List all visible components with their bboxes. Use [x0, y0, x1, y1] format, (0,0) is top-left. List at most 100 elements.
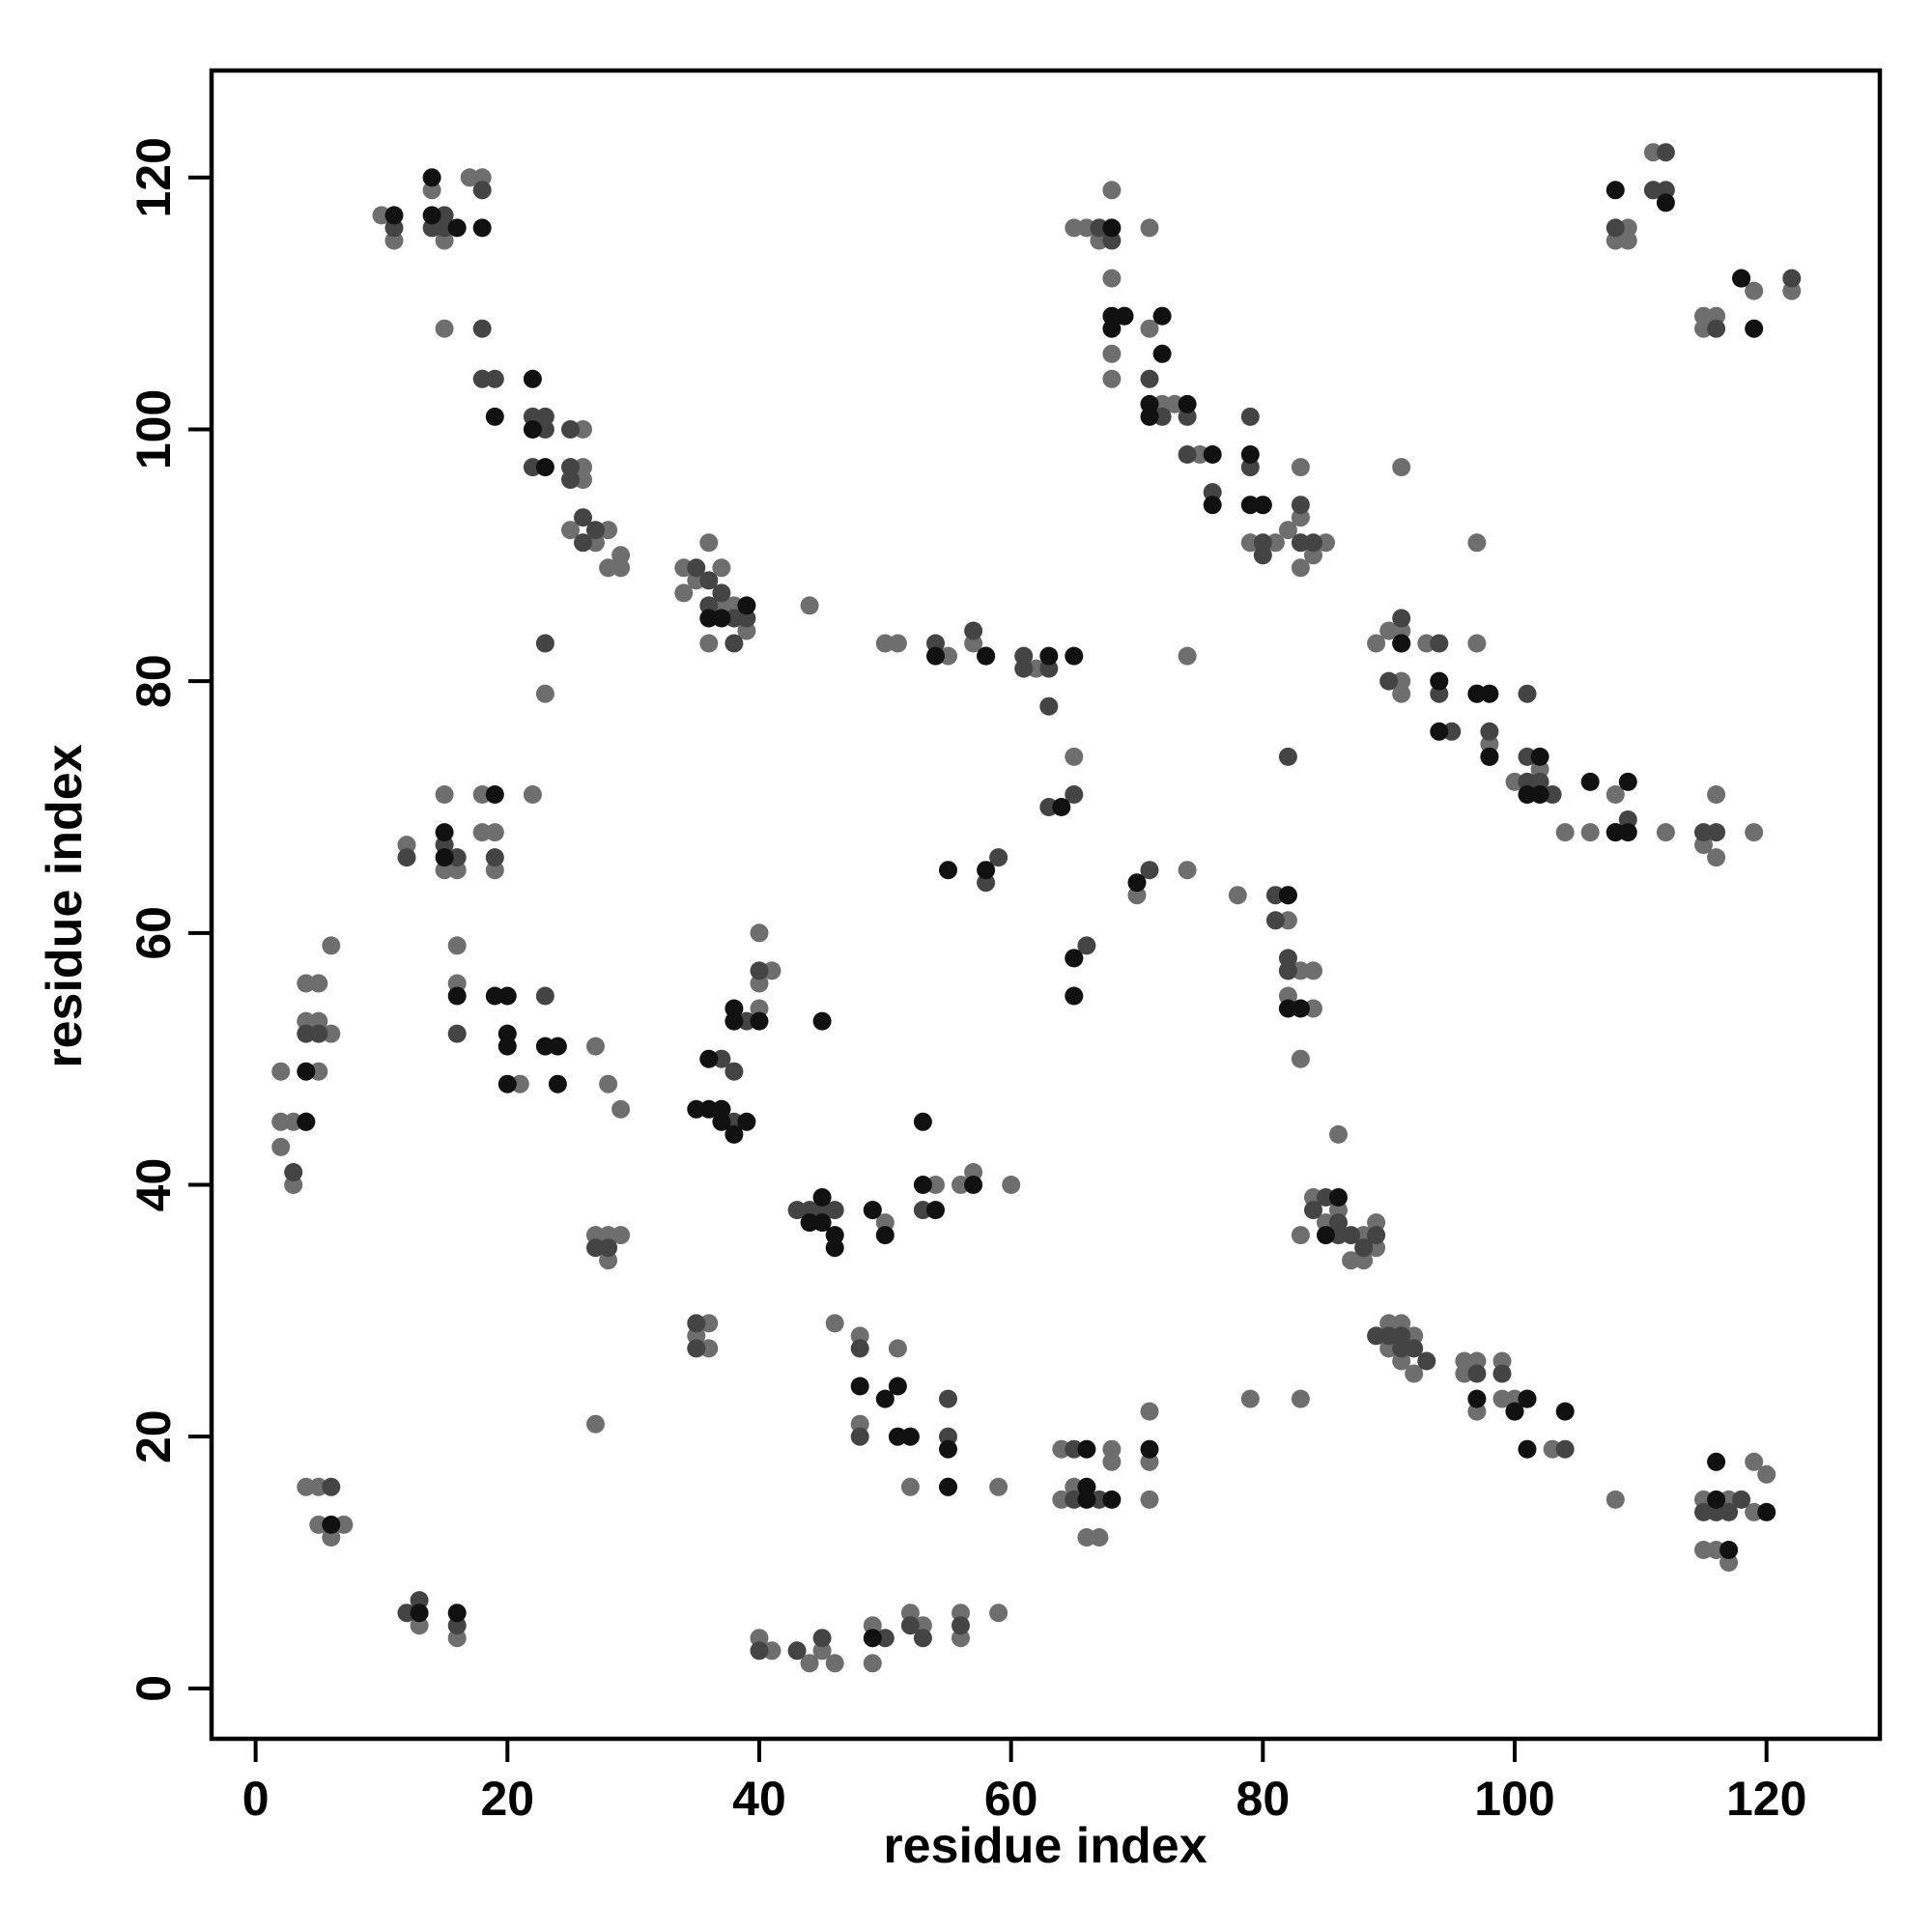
data-point [460, 168, 479, 187]
data-point [447, 986, 467, 1006]
data-point [1379, 1339, 1399, 1358]
data-point [1127, 886, 1147, 905]
data-point [1442, 722, 1462, 741]
data-point [297, 1062, 316, 1081]
data-point [447, 1604, 467, 1623]
data-point [1065, 1490, 1084, 1509]
data-point [1065, 949, 1084, 968]
data-point [750, 999, 769, 1018]
data-point [1618, 772, 1637, 791]
data-point [1656, 143, 1675, 162]
data-point [952, 1176, 970, 1194]
data-point [1543, 785, 1562, 804]
data-point [1656, 193, 1675, 213]
data-point [1379, 671, 1399, 691]
data-point [875, 1226, 895, 1245]
data-point [1165, 394, 1184, 413]
data-point [863, 1616, 882, 1635]
data-point [297, 1024, 316, 1043]
data-point [1694, 1490, 1713, 1509]
data-point [447, 848, 467, 867]
data-point [1291, 533, 1310, 553]
data-point [322, 1024, 341, 1043]
data-point [561, 521, 580, 540]
data-point [1392, 1351, 1411, 1371]
data-point [1757, 1464, 1776, 1484]
data-point [1304, 1188, 1322, 1207]
data-point [687, 1314, 706, 1333]
data-point [1265, 886, 1285, 905]
data-point [397, 836, 416, 855]
data-point [1240, 445, 1260, 464]
data-point [1304, 999, 1322, 1018]
data-point [1240, 458, 1260, 477]
y-tick-label: 120 [127, 137, 181, 217]
data-point [535, 1037, 554, 1056]
data-point [699, 571, 719, 590]
data-point [1278, 521, 1297, 540]
data-point [1354, 1238, 1374, 1258]
data-point [1392, 1326, 1411, 1346]
data-point [1317, 1188, 1335, 1207]
data-point [750, 1641, 769, 1661]
data-point [1203, 445, 1222, 464]
data-point [737, 596, 756, 615]
data-point [586, 521, 605, 540]
data-point [1304, 961, 1322, 980]
data-point [1090, 1490, 1109, 1509]
data-point [1417, 1351, 1436, 1371]
data-point [900, 1427, 920, 1446]
data-point [523, 369, 542, 388]
data-point [561, 470, 580, 490]
data-point [322, 1477, 341, 1496]
data-point [535, 986, 554, 1006]
data-point [1102, 344, 1122, 363]
data-point [989, 1477, 1009, 1496]
data-point [372, 206, 391, 225]
data-point [1329, 1124, 1348, 1144]
data-point [1379, 1326, 1399, 1346]
data-point [1253, 546, 1272, 565]
data-point [825, 1654, 844, 1673]
data-point [586, 1414, 605, 1434]
data-point [1152, 394, 1172, 413]
data-point [724, 1011, 744, 1031]
data-point [1140, 1402, 1159, 1421]
data-point [724, 1062, 744, 1081]
data-point [964, 634, 983, 653]
data-point [548, 1074, 567, 1094]
data-point [699, 1314, 719, 1333]
data-point [1052, 798, 1071, 816]
data-point [599, 1238, 618, 1258]
data-point [599, 521, 618, 540]
data-point [737, 621, 756, 640]
data-point [1782, 269, 1802, 288]
data-point [1694, 319, 1713, 338]
y-tick-label: 80 [127, 654, 181, 708]
data-point [1278, 886, 1297, 905]
data-point [977, 873, 996, 893]
data-point [1580, 772, 1600, 791]
data-point [1392, 671, 1411, 691]
data-point [1152, 306, 1172, 326]
data-point [712, 1099, 731, 1119]
data-point [1745, 823, 1764, 842]
data-point [1392, 634, 1411, 653]
data-point [271, 1112, 291, 1131]
data-point [1140, 861, 1159, 880]
data-point [1039, 798, 1059, 816]
data-point [1618, 231, 1637, 250]
data-point [1430, 634, 1449, 653]
data-point [1152, 407, 1172, 426]
data-point [1430, 722, 1449, 741]
data-point [687, 1326, 706, 1346]
data-point [1392, 621, 1411, 640]
data-point [724, 1112, 744, 1131]
data-point [574, 470, 592, 490]
data-point [762, 1641, 781, 1661]
data-point [384, 231, 404, 250]
data-point [384, 206, 404, 225]
data-point [1291, 1226, 1310, 1245]
data-point [1719, 1541, 1739, 1559]
data-point [422, 218, 441, 238]
